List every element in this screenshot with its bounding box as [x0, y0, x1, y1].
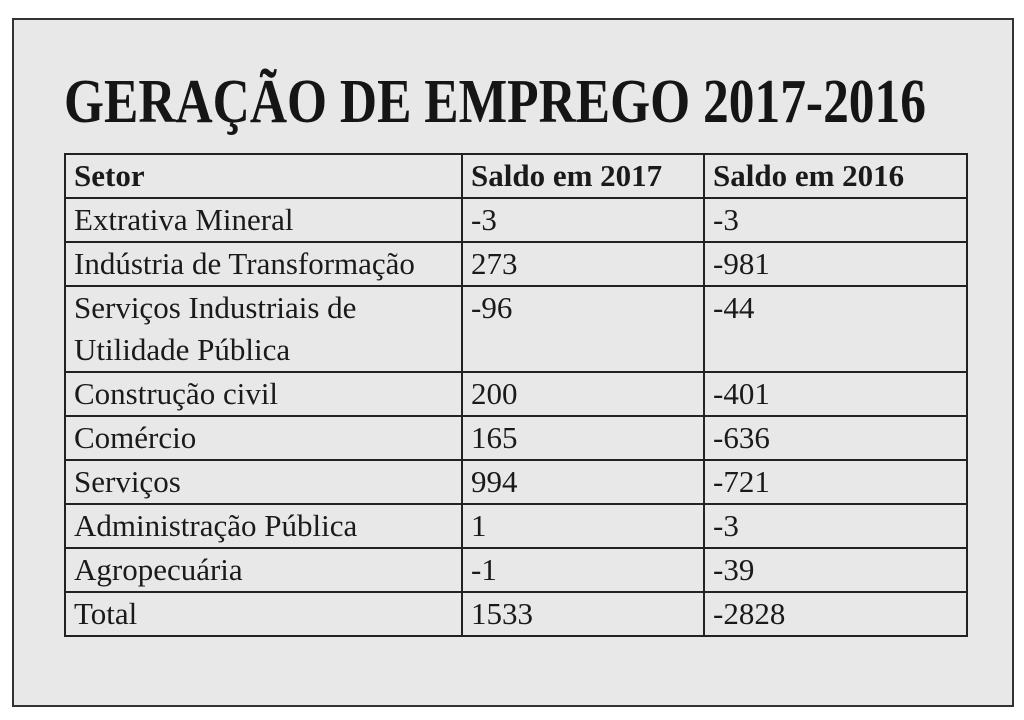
sector-cell: Extrativa Mineral: [64, 197, 463, 243]
table-row: Serviços Industriais de Utilidade Públic…: [64, 285, 968, 373]
sector-cell: Total: [64, 591, 463, 637]
value-cell: -721: [703, 459, 968, 505]
value-cell: 273: [461, 241, 705, 287]
value-cell: -401: [703, 371, 968, 417]
table-row: Total 1533 -2828: [64, 591, 968, 637]
value-cell: -3: [703, 503, 968, 549]
value-cell: 200: [461, 371, 705, 417]
value-cell: 1533: [461, 591, 705, 637]
table-body: Extrativa Mineral -3 -3 Indústria de Transf…: [64, 197, 968, 637]
value-cell: 1: [461, 503, 705, 549]
table-row: Agropecuária -1 -39: [64, 547, 968, 593]
table-row: Construção civil 200 -401: [64, 371, 968, 417]
header-row: Setor Saldo em 2017 Saldo em 2016: [64, 153, 968, 199]
header-cell: Saldo em 2016: [703, 153, 968, 199]
table-row: Extrativa Mineral -3 -3: [64, 197, 968, 243]
sector-cell: Construção civil: [64, 371, 463, 417]
sector-cell: Serviços Industriais de Utilidade Públic…: [64, 285, 463, 373]
value-cell: -44: [703, 285, 968, 373]
sector-cell: Administração Pública: [64, 503, 463, 549]
table: Setor Saldo em 2017 Saldo em 2016 Extrat…: [64, 153, 968, 637]
title-box: GERAÇÃO DE EMPREGO 2017-2016: [64, 68, 926, 136]
value-cell: -3: [703, 197, 968, 243]
sector-cell: Comércio: [64, 415, 463, 461]
table-row: Indústria de Transformação 273 -981: [64, 241, 968, 287]
table-row: Administração Pública 1 -3: [64, 503, 968, 549]
panel: GERAÇÃO DE EMPREGO 2017-2016 Setor Saldo…: [12, 18, 1014, 707]
value-cell: -636: [703, 415, 968, 461]
table-row: Serviços 994 -721: [64, 459, 968, 505]
value-cell: -3: [461, 197, 705, 243]
sector-cell: Serviços: [64, 459, 463, 505]
sector-cell: Agropecuária: [64, 547, 463, 593]
value-cell: -1: [461, 547, 705, 593]
value-cell: 165: [461, 415, 705, 461]
value-cell: -2828: [703, 591, 968, 637]
header-cell: Setor: [64, 153, 463, 199]
value-cell: -981: [703, 241, 968, 287]
value-cell: -96: [461, 285, 705, 373]
table-row: Comércio 165 -636: [64, 415, 968, 461]
value-cell: -39: [703, 547, 968, 593]
sector-cell: Indústria de Transformação: [64, 241, 463, 287]
header-cell: Saldo em 2017: [461, 153, 705, 199]
title: GERAÇÃO DE EMPREGO 2017-2016: [64, 68, 926, 136]
value-cell: 994: [461, 459, 705, 505]
